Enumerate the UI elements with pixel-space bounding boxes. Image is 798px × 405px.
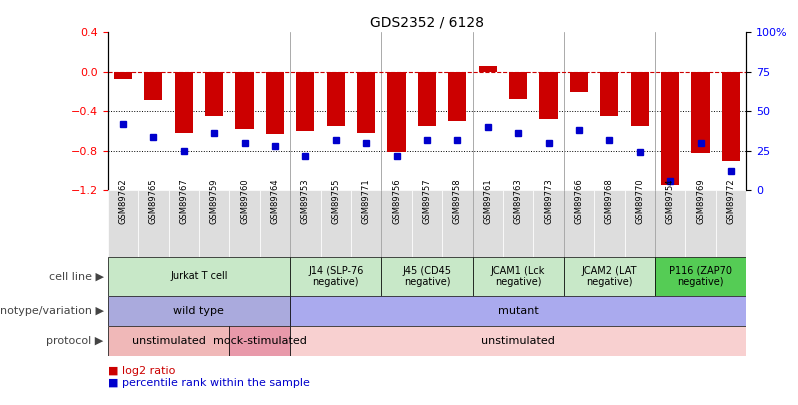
Text: unstimulated: unstimulated (132, 336, 205, 346)
Bar (442, 190, 472, 257)
Bar (290, 257, 381, 296)
Text: Jurkat T cell: Jurkat T cell (170, 271, 227, 281)
Bar (108, 257, 290, 296)
Text: GSM89767: GSM89767 (180, 178, 188, 224)
Bar (108, 296, 290, 326)
Bar (716, 190, 746, 257)
Bar (472, 257, 563, 296)
Bar (229, 190, 259, 257)
Bar (563, 190, 595, 257)
Bar (509, 72, 527, 98)
Bar (290, 296, 746, 326)
Text: GSM89762: GSM89762 (118, 178, 128, 224)
Bar (108, 190, 138, 257)
Bar (108, 326, 229, 356)
Bar (381, 190, 412, 257)
Text: GSM89766: GSM89766 (575, 178, 583, 224)
Bar (472, 190, 503, 257)
Text: unstimulated: unstimulated (481, 336, 555, 346)
Bar (290, 326, 746, 356)
Bar (205, 72, 223, 116)
Bar (722, 72, 740, 161)
Text: GSM89769: GSM89769 (696, 178, 705, 224)
Text: JCAM1 (Lck
negative): JCAM1 (Lck negative) (491, 266, 545, 287)
Text: P116 (ZAP70
negative): P116 (ZAP70 negative) (669, 266, 732, 287)
Bar (387, 72, 405, 152)
Bar (326, 72, 345, 126)
Text: JCAM2 (LAT
negative): JCAM2 (LAT negative) (582, 266, 637, 287)
Bar (503, 190, 533, 257)
Bar (144, 72, 163, 100)
Text: GSM89759: GSM89759 (210, 178, 219, 224)
Text: GSM89756: GSM89756 (392, 178, 401, 224)
Bar (600, 72, 618, 116)
Bar (175, 72, 193, 133)
Text: GSM89771: GSM89771 (361, 178, 370, 224)
Text: GSM89768: GSM89768 (605, 178, 614, 224)
Bar (412, 190, 442, 257)
Bar (199, 190, 229, 257)
Text: GSM89758: GSM89758 (452, 178, 462, 224)
Bar (351, 190, 381, 257)
Text: genotype/variation ▶: genotype/variation ▶ (0, 306, 104, 316)
Text: GSM89761: GSM89761 (484, 178, 492, 224)
Text: GSM89754: GSM89754 (666, 178, 674, 224)
Bar (533, 190, 563, 257)
Bar (570, 72, 588, 92)
Text: GSM89773: GSM89773 (544, 178, 553, 224)
Bar (296, 72, 314, 131)
Text: mock-stimulated: mock-stimulated (213, 336, 306, 346)
Text: cell line ▶: cell line ▶ (49, 271, 104, 281)
Bar (259, 190, 290, 257)
Bar (563, 257, 655, 296)
Bar (418, 72, 436, 126)
Text: GSM89765: GSM89765 (149, 178, 158, 224)
Text: protocol ▶: protocol ▶ (46, 336, 104, 346)
Text: ■ log2 ratio: ■ log2 ratio (108, 366, 175, 375)
Bar (661, 72, 679, 185)
Bar (685, 190, 716, 257)
Text: GSM89772: GSM89772 (726, 178, 736, 224)
Text: ■ percentile rank within the sample: ■ percentile rank within the sample (108, 378, 310, 388)
Text: J45 (CD45
negative): J45 (CD45 negative) (402, 266, 452, 287)
Bar (229, 326, 290, 356)
Bar (655, 190, 685, 257)
Bar (235, 72, 254, 129)
Bar (321, 190, 351, 257)
Bar (357, 72, 375, 133)
Text: GSM89760: GSM89760 (240, 178, 249, 224)
Bar (381, 257, 472, 296)
Text: GSM89755: GSM89755 (331, 178, 340, 224)
Bar (448, 72, 467, 121)
Bar (539, 72, 558, 119)
Bar (114, 72, 132, 79)
Bar (595, 190, 625, 257)
Text: GSM89763: GSM89763 (514, 178, 523, 224)
Bar (290, 190, 321, 257)
Bar (691, 72, 709, 153)
Text: wild type: wild type (173, 306, 224, 316)
Text: J14 (SLP-76
negative): J14 (SLP-76 negative) (308, 266, 363, 287)
Text: GSM89753: GSM89753 (301, 178, 310, 224)
Bar (168, 190, 199, 257)
Bar (655, 257, 746, 296)
Text: mutant: mutant (498, 306, 539, 316)
Bar (630, 72, 649, 126)
Bar (138, 190, 168, 257)
Text: GSM89764: GSM89764 (271, 178, 279, 224)
Bar (266, 72, 284, 134)
Bar (625, 190, 655, 257)
Bar (479, 66, 497, 72)
Text: GSM89770: GSM89770 (635, 178, 644, 224)
Title: GDS2352 / 6128: GDS2352 / 6128 (370, 16, 484, 30)
Text: GSM89757: GSM89757 (422, 178, 432, 224)
